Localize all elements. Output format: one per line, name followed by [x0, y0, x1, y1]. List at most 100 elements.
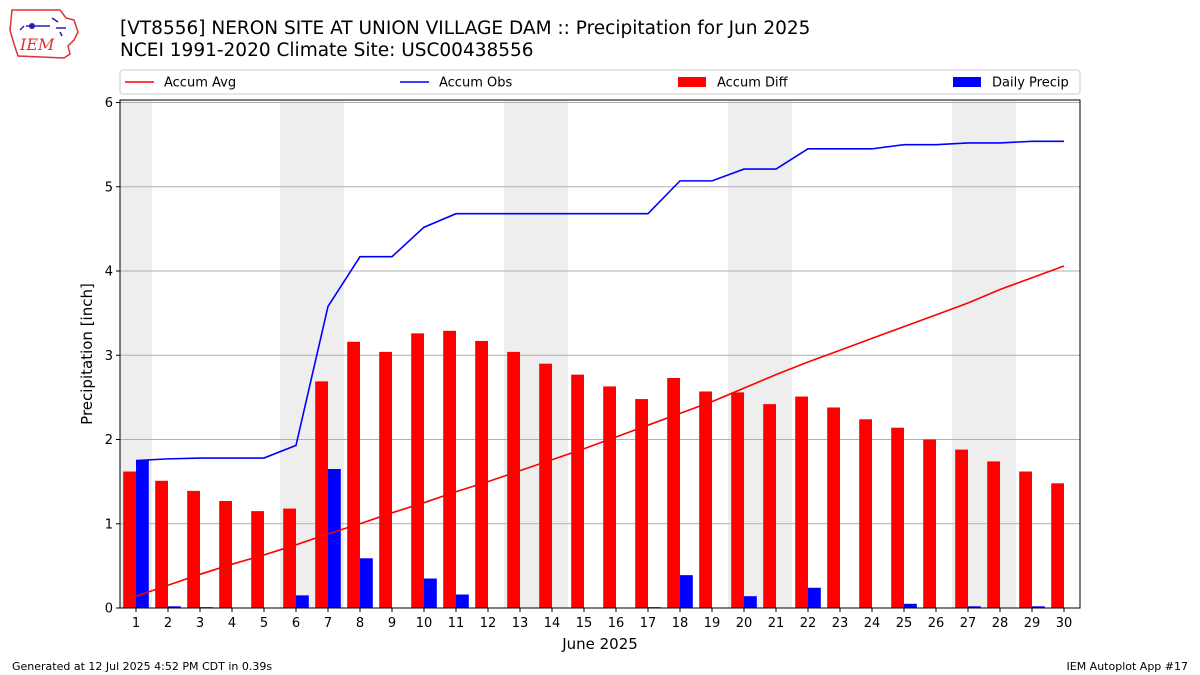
y-tick-label: 3	[105, 349, 113, 364]
x-tick-label: 11	[448, 616, 465, 631]
x-tick-label: 1	[132, 616, 140, 631]
x-axis-label: June 2025	[561, 635, 638, 653]
accum-diff-bar	[347, 341, 360, 608]
accum-obs-line	[135, 140, 1064, 462]
accum-diff-bar	[827, 407, 840, 608]
x-tick-label: 25	[896, 616, 913, 631]
daily-precip-bar	[136, 460, 149, 608]
daily-precip-bar	[360, 558, 373, 608]
daily-precip-bar	[904, 603, 917, 608]
gridlines	[120, 102, 1080, 525]
accum-diff-bar	[315, 381, 328, 608]
daily-precip-bar	[808, 587, 821, 608]
x-tick-label: 10	[416, 616, 433, 631]
legend-swatch	[678, 77, 706, 87]
legend-label: Daily Precip	[992, 76, 1069, 91]
daily-precip-bar	[424, 578, 437, 608]
x-tick-label: 26	[928, 616, 945, 631]
accum-diff-bar	[475, 340, 488, 608]
daily-precip-bar	[1032, 606, 1045, 608]
x-tick-label: 20	[736, 616, 753, 631]
x-tick-label: 7	[324, 616, 332, 631]
y-axis: 0 1 2 3 4 5 6	[105, 96, 120, 617]
footer-generated: Generated at 12 Jul 2025 4:52 PM CDT in …	[12, 660, 273, 673]
x-tick-label: 12	[480, 616, 497, 631]
accum-diff-bar	[443, 330, 456, 608]
daily-precip-bar	[328, 468, 341, 608]
daily-precip-bar	[680, 575, 693, 608]
accum-diff-bar	[859, 419, 872, 608]
accum-diff-bar	[923, 439, 936, 608]
legend-swatch	[953, 77, 981, 87]
x-tick-label: 29	[1024, 616, 1041, 631]
accum-diff-bar	[1051, 483, 1064, 608]
iem-logo: IEM	[8, 6, 80, 60]
chart-title: [VT8556] NERON SITE AT UNION VILLAGE DAM…	[120, 18, 811, 39]
x-tick-label: 14	[544, 616, 561, 631]
accum-diff-bar	[251, 511, 264, 608]
daily-precip-bar	[744, 596, 757, 608]
accum-diff-bar	[635, 399, 648, 608]
accum-diff-bar	[731, 392, 744, 608]
y-tick-label: 2	[105, 433, 113, 448]
accum-diff-bar	[155, 480, 168, 608]
y-tick-label: 4	[105, 265, 113, 280]
y-tick-label: 0	[105, 602, 113, 617]
y-tick-label: 1	[105, 517, 113, 532]
plot-frame	[119, 99, 1081, 609]
accum-diff-bar	[699, 391, 712, 608]
accum-diff-bar	[507, 351, 520, 608]
daily-precip-bar	[296, 595, 309, 608]
footer-app: IEM Autoplot App #17	[1066, 660, 1189, 673]
legend-label: Accum Avg	[164, 76, 236, 91]
y-tick-label: 5	[105, 180, 113, 195]
x-tick-label: 6	[292, 616, 300, 631]
legend-label: Accum Diff	[717, 76, 789, 91]
x-tick-label: 4	[228, 616, 236, 631]
x-tick-label: 8	[356, 616, 364, 631]
x-tick-label: 13	[512, 616, 529, 631]
accum-diff-bar	[955, 449, 968, 608]
accum-diff-bar	[1019, 471, 1032, 608]
accum-diff-bar	[379, 351, 392, 608]
legend-label: Accum Obs	[439, 76, 512, 91]
accum-diff-bar	[891, 427, 904, 608]
x-tick-label: 21	[768, 616, 785, 631]
accum-diff-bar	[603, 386, 616, 608]
accum-diff-bar	[795, 396, 808, 608]
x-tick-label: 2	[164, 616, 172, 631]
x-tick-label: 23	[832, 616, 849, 631]
x-tick-label: 16	[608, 616, 625, 631]
x-tick-label: 5	[260, 616, 268, 631]
daily-precip-bar	[456, 594, 469, 608]
y-axis-label: Precipitation [inch]	[78, 283, 96, 425]
x-tick-label: 18	[672, 616, 689, 631]
accum-diff-bar	[187, 490, 200, 608]
accum-avg-line	[135, 265, 1065, 597]
accum-diff-bar	[987, 461, 1000, 608]
logo-text: IEM	[19, 35, 55, 54]
x-tick-label: 9	[388, 616, 396, 631]
x-tick-label: 24	[864, 616, 881, 631]
x-tick-label: 19	[704, 616, 721, 631]
x-tick-label: 3	[196, 616, 204, 631]
x-tick-label: 15	[576, 616, 593, 631]
daily-precip-bar	[968, 606, 981, 608]
x-axis: 1 2 3 4 5 6 7 8 9 10 11 12 13 14 15 16 17 18 19 20 21 22 23 24 2…	[132, 608, 1072, 631]
accum-diff-bar	[667, 378, 680, 608]
legend: Accum Avg Accum Obs Accum Diff Daily Precip	[119, 69, 1081, 95]
x-tick-label: 22	[800, 616, 817, 631]
accum-diff-bar	[283, 508, 296, 608]
accum-diff-bar	[411, 333, 424, 608]
x-tick-label: 30	[1056, 616, 1073, 631]
series-lines	[135, 140, 1065, 597]
accum-diff-bar	[219, 501, 232, 608]
chart-subtitle: NCEI 1991-2020 Climate Site: USC00438556	[120, 40, 534, 61]
y-tick-label: 6	[105, 96, 113, 111]
x-tick-label: 17	[640, 616, 657, 631]
accum-diff-bar	[123, 471, 136, 608]
legend-box	[119, 69, 1081, 95]
daily-precip-bar	[168, 606, 181, 608]
accum-diff-bar	[571, 374, 584, 608]
